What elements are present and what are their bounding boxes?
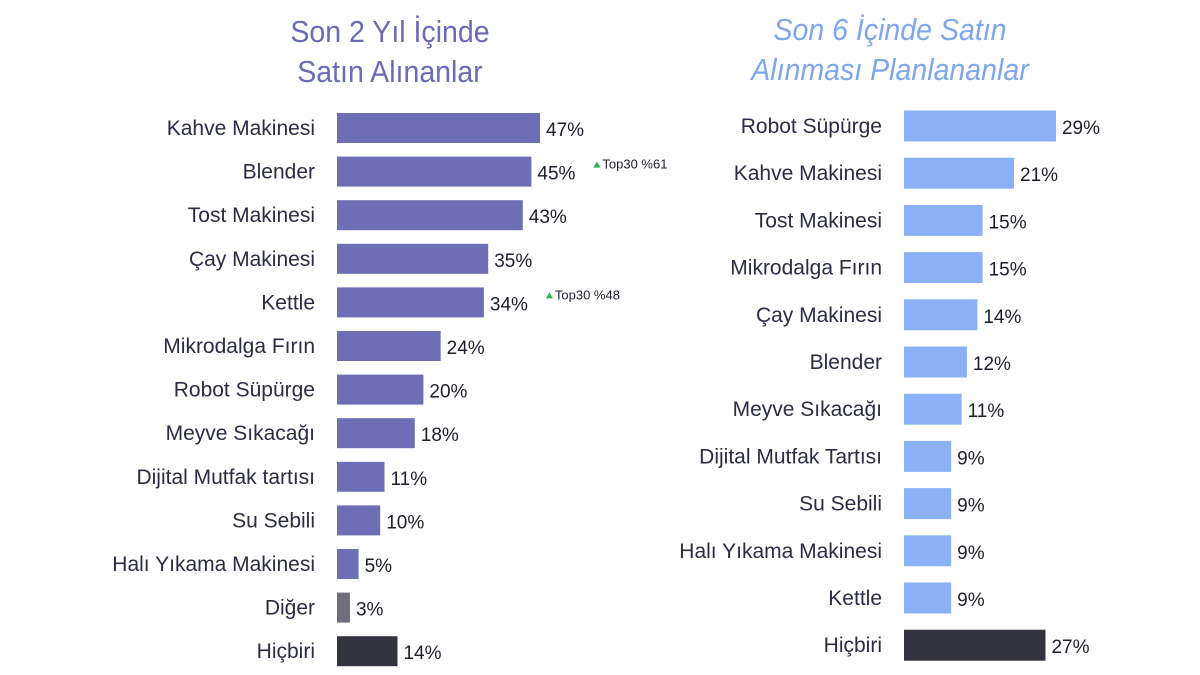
annotation-label-left: Top30 %61 <box>602 157 667 172</box>
value-label-left: 5% <box>365 556 393 577</box>
category-label-right: Çay Makinesi <box>756 304 882 327</box>
chart-title-left-line-1: Son 2 Yıl İçinde <box>290 14 490 49</box>
value-label-right: 21% <box>1020 165 1058 186</box>
category-label-right: Tost Makinesi <box>755 209 882 232</box>
category-label-left: Çay Makinesi <box>189 248 315 271</box>
value-label-right: 11% <box>968 401 1005 422</box>
value-label-right: 9% <box>957 590 985 611</box>
category-label-left: Su Sebili <box>232 509 315 532</box>
bar-left <box>337 243 489 274</box>
chart-title-left-line-2: Satın Alınanlar <box>297 54 483 89</box>
bar-right <box>904 346 967 378</box>
category-label-left: Meyve Sıkacağı <box>166 422 315 445</box>
value-label-right: 15% <box>989 260 1027 281</box>
value-label-right: 9% <box>957 543 985 564</box>
value-label-left: 35% <box>494 251 532 272</box>
value-label-left: 10% <box>386 512 424 533</box>
annotation-label-left: Top30 %48 <box>555 287 620 302</box>
category-label-right: Meyve Sıkacağı <box>733 398 882 421</box>
category-label-left: Kahve Makinesi <box>167 117 315 140</box>
bar-left <box>337 200 523 231</box>
value-label-left: 18% <box>421 425 459 446</box>
annotation-up-arrow-icon-left <box>593 161 601 168</box>
category-label-right: Blender <box>810 351 882 374</box>
chart-title-right: Son 6 İçinde Satın Alınması Planlananlar <box>743 10 1037 90</box>
category-label-right: Robot Süpürge <box>741 115 882 138</box>
bar-right <box>904 488 952 520</box>
bar-left <box>337 156 532 187</box>
value-label-right: 29% <box>1062 118 1100 139</box>
category-label-left: Halı Yıkama Makinesi <box>112 553 315 576</box>
chart-title-right-line-1: Son 6 İçinde Satın <box>773 12 1007 47</box>
category-label-right: Mikrodalga Fırın <box>730 257 882 280</box>
category-label-left: Dijital Mutfak tartısı <box>136 466 315 489</box>
value-label-left: 3% <box>356 600 384 621</box>
category-label-left: Tost Makinesi <box>188 204 315 227</box>
chart-title-right-line-2: Alınması Planlananlar <box>751 52 1029 87</box>
bar-left <box>337 549 359 579</box>
category-label-right: Dijital Mutfak Tartısı <box>699 445 882 468</box>
bar-right <box>904 252 983 284</box>
bar-right <box>904 110 1056 142</box>
value-label-right: 27% <box>1051 637 1089 658</box>
value-label-left: 11% <box>391 469 428 490</box>
value-label-left: 45% <box>537 164 575 185</box>
bar-left <box>337 113 541 143</box>
bar-left <box>337 331 441 361</box>
category-label-left: Blender <box>243 161 315 184</box>
value-label-right: 9% <box>957 496 985 517</box>
bar-left <box>337 374 424 405</box>
value-label-left: 43% <box>529 207 567 228</box>
category-label-right: Kettle <box>828 587 882 610</box>
value-label-right: 15% <box>989 212 1027 233</box>
bar-left <box>337 461 385 492</box>
bar-right <box>904 440 952 472</box>
bar-left <box>337 418 415 449</box>
bar-right <box>904 157 1015 189</box>
category-label-right: Hiçbiri <box>824 634 882 657</box>
bar-right <box>904 299 978 331</box>
bar-left <box>337 505 381 536</box>
bar-left <box>337 592 350 623</box>
category-label-left: Kettle <box>261 291 315 314</box>
value-label-right: 12% <box>973 354 1011 375</box>
bar-right <box>904 629 1046 661</box>
category-label-right: Halı Yıkama Makinesi <box>679 540 882 563</box>
value-label-left: 47% <box>546 120 584 141</box>
category-label-left: Hiçbiri <box>257 640 315 663</box>
bar-right <box>904 393 962 425</box>
value-label-left: 34% <box>490 294 528 315</box>
bar-left <box>337 636 398 667</box>
bar-right <box>904 204 983 236</box>
bar-right <box>904 582 952 614</box>
category-label-right: Kahve Makinesi <box>734 162 882 185</box>
value-label-left: 14% <box>403 643 441 664</box>
category-label-left: Robot Süpürge <box>174 379 315 402</box>
bar-right <box>904 535 952 567</box>
value-label-right: 14% <box>983 307 1021 328</box>
chart-title-left: Son 2 Yıl İçinde Satın Alınanlar <box>252 12 528 92</box>
category-label-left: Diğer <box>265 597 315 620</box>
annotation-up-arrow-icon-left <box>545 292 553 299</box>
value-label-right: 9% <box>957 448 985 469</box>
bar-left <box>337 287 484 318</box>
category-label-left: Mikrodalga Fırın <box>163 335 315 358</box>
value-label-left: 20% <box>429 382 467 403</box>
category-label-right: Su Sebili <box>799 493 882 516</box>
value-label-left: 24% <box>447 338 485 359</box>
